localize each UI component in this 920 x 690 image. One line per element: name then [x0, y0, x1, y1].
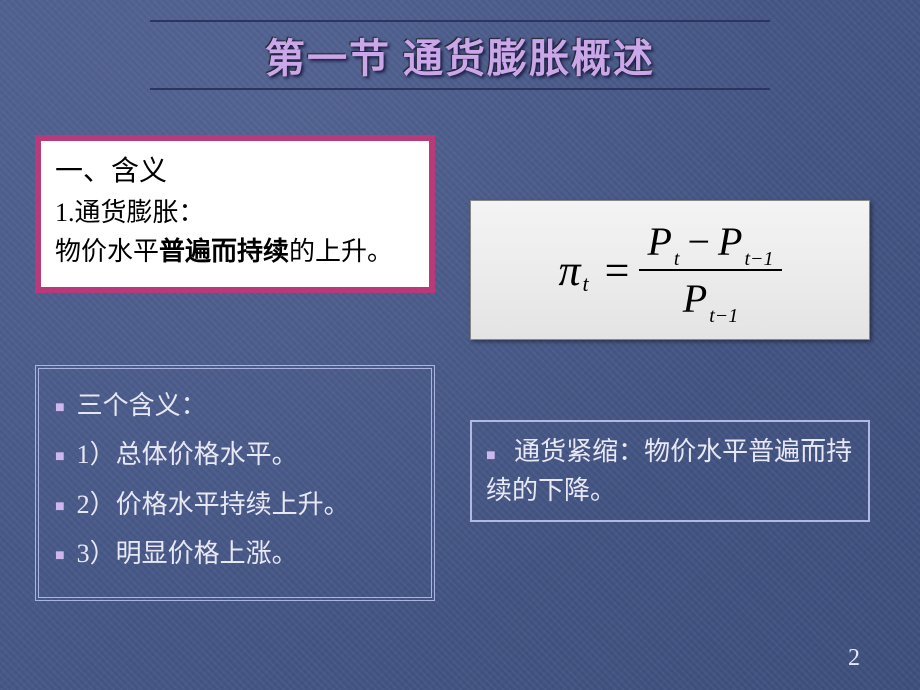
slide-title: 第一节 通货膨胀概述: [265, 26, 655, 84]
meanings-item-1-row: ■ 1）总体价格水平。: [55, 430, 415, 479]
bullet-icon: ■: [486, 447, 496, 464]
definition-label: 1.通货膨胀：: [55, 193, 415, 232]
deflation-text: 通货紧缩：物价水平普遍而持续的下降。: [486, 437, 852, 505]
bullet-icon: ■: [55, 541, 65, 571]
definition-body-before: 物价水平: [55, 237, 159, 266]
formula-pi-sub: t: [583, 271, 589, 297]
definition-heading: 一、含义: [55, 151, 415, 193]
inflation-formula: π t = P t − P t−1 P t−1: [558, 218, 781, 322]
formula-denominator: P t−1: [675, 275, 747, 322]
num-P2-sub: t−1: [744, 248, 773, 271]
den-P-sub: t−1: [709, 305, 738, 328]
meanings-heading-row: ■ 三个含义：: [55, 381, 415, 430]
num-P1-sub: t: [674, 248, 680, 271]
bullet-icon: ■: [55, 393, 65, 423]
meanings-item-2: 2）价格水平持续上升。: [77, 480, 350, 529]
formula-equals: =: [605, 245, 630, 296]
meanings-item-3-row: ■ 3）明显价格上涨。: [55, 529, 415, 578]
meanings-item-2-row: ■ 2）价格水平持续上升。: [55, 480, 415, 529]
meanings-heading: 三个含义：: [77, 381, 207, 430]
num-P1: P: [647, 218, 671, 265]
definition-body-after: 的上升。: [289, 237, 393, 266]
bullet-icon: ■: [55, 492, 65, 522]
title-bar: 第一节 通货膨胀概述: [150, 20, 770, 90]
meanings-item-1: 1）总体价格水平。: [77, 430, 298, 479]
meanings-box: ■ 三个含义： ■ 1）总体价格水平。 ■ 2）价格水平持续上升。 ■ 3）明显…: [35, 365, 435, 601]
meanings-item-3: 3）明显价格上涨。: [77, 529, 298, 578]
bullet-icon: ■: [55, 442, 65, 472]
den-P: P: [683, 275, 707, 322]
definition-box: 一、含义 1.通货膨胀： 物价水平普遍而持续的上升。: [35, 135, 435, 293]
formula-pi: π: [558, 245, 580, 296]
formula-fraction: P t − P t−1 P t−1: [639, 218, 781, 322]
definition-body: 物价水平普遍而持续的上升。: [55, 232, 415, 271]
num-minus: −: [687, 218, 710, 265]
page-number: 2: [848, 645, 860, 672]
formula-box: π t = P t − P t−1 P t−1: [470, 200, 870, 340]
deflation-row: ■ 通货紧缩：物价水平普遍而持续的下降。: [486, 432, 854, 510]
num-P2: P: [718, 218, 742, 265]
formula-numerator: P t − P t−1: [639, 218, 781, 265]
definition-body-bold: 普遍而持续: [159, 237, 289, 266]
deflation-box: ■ 通货紧缩：物价水平普遍而持续的下降。: [470, 420, 870, 522]
